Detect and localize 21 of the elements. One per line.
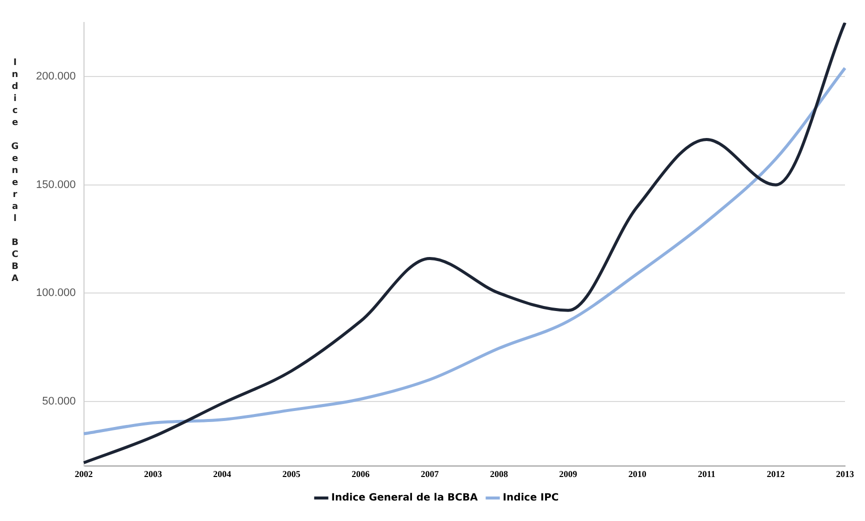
legend-label: Indice IPC <box>502 492 559 504</box>
y-tick-label: 100.000 <box>36 287 76 300</box>
x-tick-label: 2011 <box>698 468 716 479</box>
y-axis-title: Indice General BCBA <box>10 58 20 286</box>
x-tick-label: 2010 <box>628 468 647 479</box>
x-tick-label: 2005 <box>282 468 301 479</box>
x-tick-label: 2004 <box>213 468 232 479</box>
x-tick-label: 2002 <box>74 468 94 479</box>
x-tick-label: 2012 <box>766 468 786 479</box>
y-tick-label: 150.000 <box>36 178 76 191</box>
y-tick-label: 50.000 <box>42 395 76 408</box>
x-tick-label: 2003 <box>144 468 162 479</box>
y-tick-label: 200.000 <box>36 70 76 83</box>
x-tick-label: 2008 <box>490 468 508 479</box>
x-tick-label: 2006 <box>352 468 370 479</box>
x-tick-label: 2007 <box>420 468 440 479</box>
legend-label: Indice General de la BCBA <box>331 492 478 504</box>
x-tick-label: 2009 <box>559 468 578 479</box>
line-series <box>82 22 846 464</box>
line-series <box>82 66 846 436</box>
x-tick-label: 2013 <box>836 468 854 479</box>
